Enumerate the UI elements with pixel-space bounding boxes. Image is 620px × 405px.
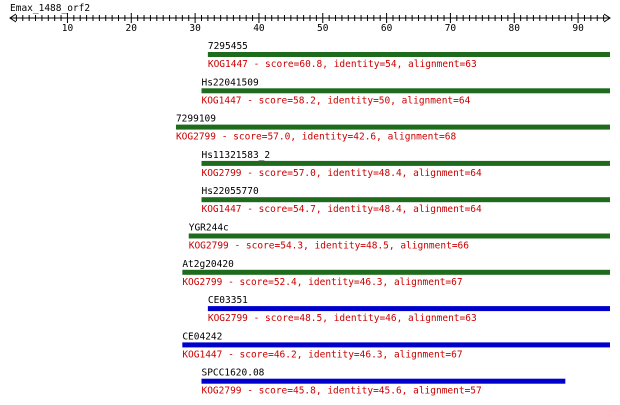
hit-description: KOG1447 - score=54.7, identity=48.4, ali… <box>201 204 482 215</box>
hit-row[interactable]: SPCC1620.08 KOG2799 - score=45.8, identit… <box>201 368 566 397</box>
hit-row[interactable]: YGR244c KOG2799 - score=54.3, identity=48… <box>188 223 611 252</box>
hit-row[interactable]: 7299109 KOG2799 - score=57.0, identity=42… <box>175 114 610 143</box>
hit-bar[interactable] <box>201 378 566 384</box>
hit-row[interactable]: 7295455 KOG1447 - score=60.8, identity=54… <box>207 41 610 70</box>
hit-row[interactable]: Hs22055770 KOG1447 - score=54.7, identity… <box>201 186 610 215</box>
tick-label: 10 <box>62 23 74 34</box>
hit-bar[interactable] <box>182 269 610 275</box>
hit-row[interactable]: Hs22041509 KOG1447 - score=58.2, identity… <box>201 77 610 106</box>
hit-description: KOG2799 - score=57.0, identity=42.6, ali… <box>176 132 457 143</box>
query-title: Emax_1488_orf2 <box>10 3 90 14</box>
hit-name: 7299109 <box>176 114 216 125</box>
tick-label: 30 <box>189 23 201 34</box>
tick-label: 80 <box>509 23 521 34</box>
hit-bar[interactable] <box>188 233 611 239</box>
tick-label: 20 <box>126 23 138 34</box>
hit-name: At2g20420 <box>182 259 234 270</box>
hit-name: YGR244c <box>189 223 229 234</box>
hit-row[interactable]: Hs11321583_2 KOG2799 - score=57.0, identi… <box>201 150 610 179</box>
hit-bar[interactable] <box>201 197 610 203</box>
hit-description: KOG2799 - score=54.3, identity=48.5, ali… <box>189 241 470 252</box>
ruler-right-arrow <box>603 13 611 23</box>
tick-label: 70 <box>445 23 457 34</box>
hit-description: KOG1447 - score=46.2, identity=46.3, ali… <box>182 349 462 360</box>
hit-bar[interactable] <box>175 124 610 130</box>
hit-row[interactable]: CE03351 KOG2799 - score=48.5, identity=46… <box>207 295 610 324</box>
hit-name: Hs22041509 <box>201 77 258 88</box>
hit-name: CE03351 <box>208 295 248 306</box>
hit-description: KOG2799 - score=45.8, identity=45.6, ali… <box>201 386 481 397</box>
hit-description: KOG2799 - score=48.5, identity=46, align… <box>208 313 477 324</box>
hit-name: Hs22055770 <box>201 186 258 197</box>
hit-bar[interactable] <box>182 342 610 348</box>
hit-bar[interactable] <box>201 88 610 94</box>
tick-label: 90 <box>572 23 584 34</box>
ruler-left-arrow <box>9 13 17 23</box>
hit-bar[interactable] <box>201 160 610 166</box>
sequence-ruler: 10 20 30 40 50 60 70 80 90 <box>9 13 611 34</box>
tick-label: 40 <box>253 23 265 34</box>
tick-label: 60 <box>381 23 393 34</box>
hit-name: SPCC1620.08 <box>201 368 264 379</box>
hit-description: KOG2799 - score=52.4, identity=46.3, ali… <box>182 277 462 288</box>
hit-bar[interactable] <box>207 52 610 57</box>
hit-bar[interactable] <box>207 306 610 312</box>
hit-name: CE04242 <box>182 331 222 342</box>
hit-description: KOG1447 - score=58.2, identity=50, align… <box>201 95 470 106</box>
hit-row[interactable]: CE04242 KOG1447 - score=46.2, identity=46… <box>182 331 610 360</box>
hit-row[interactable]: At2g20420 KOG2799 - score=52.4, identity=… <box>182 259 610 288</box>
hit-list: 7295455 KOG1447 - score=60.8, identity=54… <box>175 41 611 397</box>
tick-label: 50 <box>317 23 329 34</box>
hit-name: Hs11321583_2 <box>201 150 270 161</box>
hit-description: KOG1447 - score=60.8, identity=54, align… <box>208 59 477 70</box>
hit-description: KOG2799 - score=57.0, identity=48.4, ali… <box>201 168 482 179</box>
hit-name: 7295455 <box>208 41 248 52</box>
